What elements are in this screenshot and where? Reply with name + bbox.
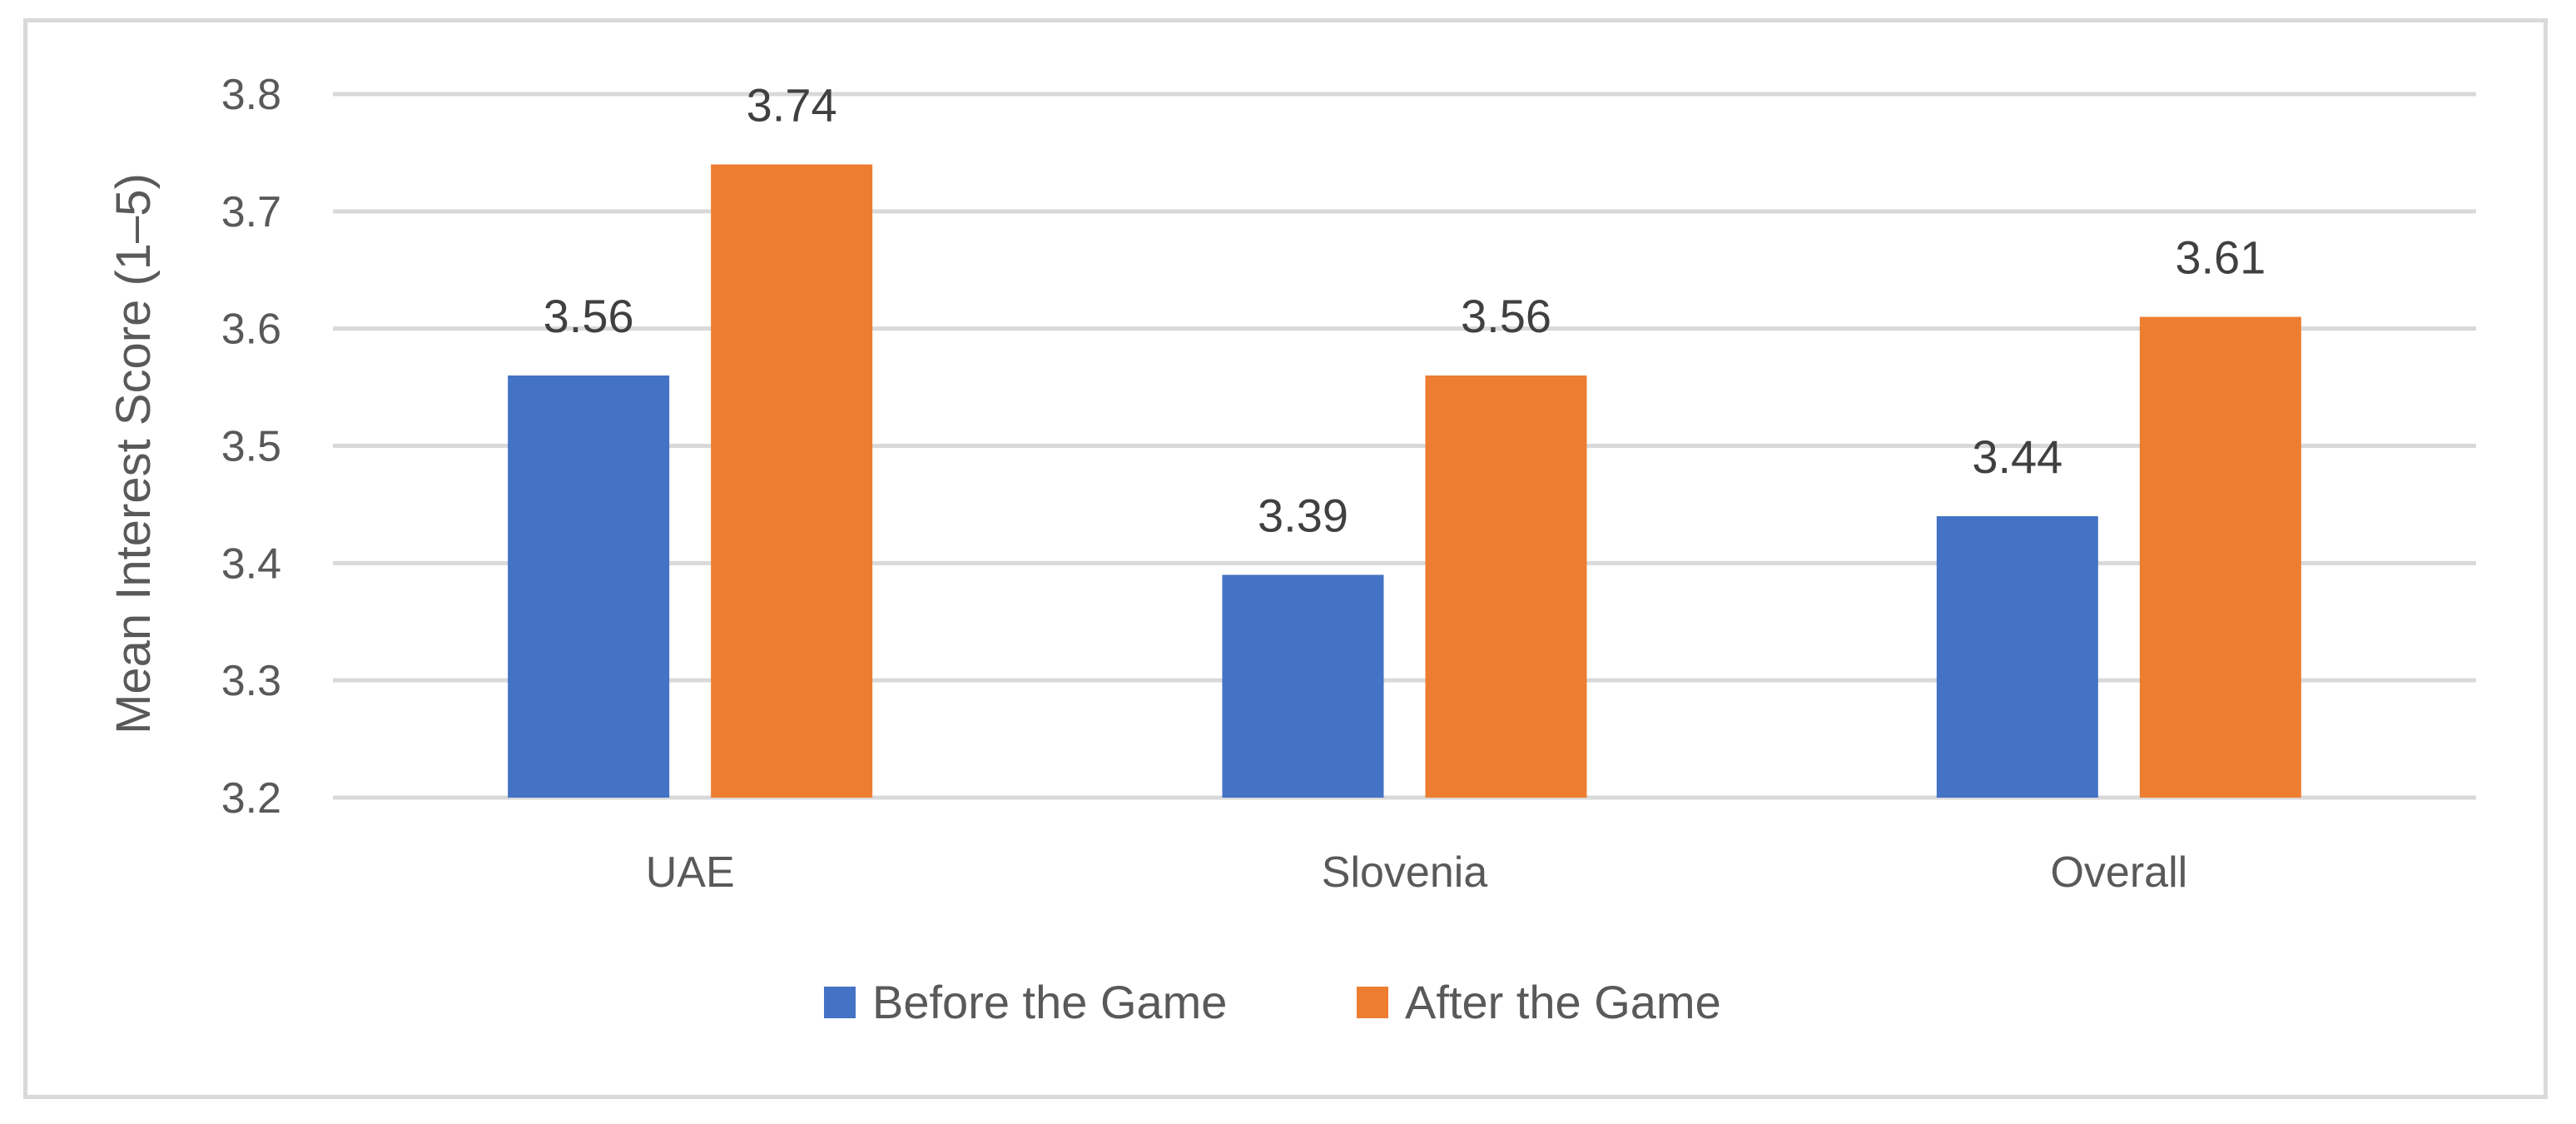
x-tick-label: Overall [2050, 848, 2187, 897]
data-label: 3.56 [543, 290, 634, 342]
x-tick-labels: UAE Slovenia Overall [646, 848, 2187, 897]
x-tick-label: Slovenia [1322, 848, 1488, 897]
y-tick-labels: 3.2 3.3 3.4 3.5 3.6 3.7 3.8 [221, 71, 281, 823]
bar [508, 375, 670, 798]
y-tick-label: 3.7 [221, 188, 281, 236]
bar [711, 164, 873, 798]
bar [1425, 375, 1587, 798]
bars [508, 164, 2301, 798]
data-label: 3.44 [1972, 430, 2062, 483]
data-label: 3.61 [2175, 231, 2266, 284]
bar [1222, 574, 1384, 798]
legend: Before the Game After the Game [824, 976, 1721, 1028]
y-tick-label: 3.5 [221, 423, 281, 471]
bar [2139, 316, 2301, 798]
legend-label: Before the Game [872, 976, 1227, 1028]
gridlines [333, 92, 2476, 800]
data-label: 3.56 [1461, 290, 1551, 342]
legend-swatch [1357, 987, 1388, 1018]
x-tick-label: UAE [646, 848, 735, 897]
y-tick-label: 3.8 [221, 71, 281, 119]
data-label: 3.39 [1258, 489, 1348, 541]
y-axis-label: Mean Interest Score (1–5) [107, 173, 161, 734]
y-tick-label: 3.2 [221, 774, 281, 823]
data-label: 3.74 [747, 79, 837, 132]
bar [1936, 516, 2098, 798]
legend-label: After the Game [1405, 976, 1721, 1028]
legend-swatch [824, 987, 856, 1018]
data-labels: 3.56 3.74 3.39 3.56 3.44 3.61 [543, 79, 2266, 542]
chart-frame [23, 18, 2548, 1099]
y-tick-label: 3.3 [221, 657, 281, 705]
y-tick-label: 3.6 [221, 306, 281, 354]
y-tick-label: 3.4 [221, 540, 281, 588]
